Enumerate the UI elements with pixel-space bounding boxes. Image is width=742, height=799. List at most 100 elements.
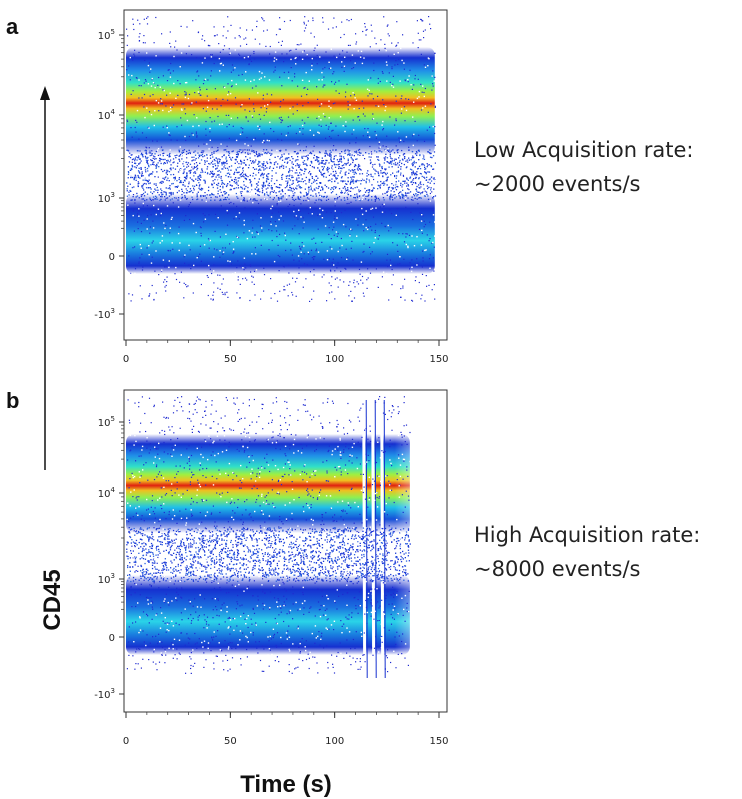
event-dot (269, 153, 270, 154)
event-dot (150, 449, 151, 450)
event-dot (275, 448, 276, 449)
event-dot (366, 179, 367, 180)
event-dot (375, 199, 376, 200)
event-dot (389, 72, 390, 73)
event-dot (219, 615, 220, 616)
event-dot (435, 195, 436, 196)
event-dot (354, 648, 355, 649)
event-dot (206, 624, 207, 625)
event-dot (391, 529, 392, 530)
event-dot (379, 235, 380, 236)
event-dot (199, 638, 200, 639)
event-gap (265, 193, 266, 194)
event-dot (405, 236, 406, 237)
event-dot (141, 196, 142, 197)
event-dot (354, 286, 355, 287)
event-dot (221, 176, 222, 177)
event-dot (279, 117, 280, 118)
event-gap (267, 140, 268, 141)
event-dot (413, 173, 414, 174)
event-dot (353, 282, 354, 283)
event-dot (161, 169, 162, 170)
event-dot (427, 188, 428, 189)
event-dot (304, 472, 305, 473)
event-dot (312, 18, 313, 19)
event-dot (359, 155, 360, 156)
event-dot (161, 190, 162, 191)
event-dot (287, 181, 288, 182)
event-gap (425, 67, 426, 68)
event-dot (246, 649, 247, 650)
event-gap (422, 107, 423, 108)
event-dot (159, 194, 160, 195)
event-dot (354, 597, 355, 598)
event-dot (332, 517, 333, 518)
event-dot (318, 601, 319, 602)
event-dot (433, 257, 434, 258)
event-dot (235, 163, 236, 164)
event-dot (210, 438, 211, 439)
event-dot (320, 570, 321, 571)
event-dot (301, 444, 302, 445)
event-dot (129, 626, 130, 627)
event-dot (139, 33, 140, 34)
event-dot (376, 151, 377, 152)
event-dot (214, 63, 215, 64)
event-dot (383, 16, 384, 17)
event-dot (173, 174, 174, 175)
event-dot (291, 188, 292, 189)
event-dot (163, 417, 164, 418)
event-dot (396, 181, 397, 182)
event-dot (184, 283, 185, 284)
event-dot (306, 94, 307, 95)
event-gap (361, 51, 362, 52)
event-dot (166, 417, 167, 418)
event-dot (332, 191, 333, 192)
event-dot (321, 514, 322, 515)
event-dot (134, 159, 135, 160)
event-dot (185, 197, 186, 198)
event-dot (210, 269, 211, 270)
event-dot (385, 668, 386, 669)
event-dot (399, 142, 400, 143)
event-gap (251, 253, 252, 254)
event-gap (141, 248, 142, 249)
event-dot (127, 45, 128, 46)
event-gap (402, 155, 403, 156)
event-dot (306, 519, 307, 520)
event-dot (207, 275, 208, 276)
event-dot (139, 171, 140, 172)
event-dot (382, 276, 383, 277)
event-gap (243, 193, 244, 194)
event-dot (160, 196, 161, 197)
event-dot (327, 472, 328, 473)
event-dot (341, 257, 342, 258)
event-dot (348, 554, 349, 555)
event-dot (404, 153, 405, 154)
event-dot (208, 163, 209, 164)
event-dot (330, 150, 331, 151)
event-dot (387, 475, 388, 476)
event-gap (354, 97, 355, 98)
event-dot (345, 269, 346, 270)
event-gap (322, 79, 323, 80)
event-dot (138, 263, 139, 264)
event-dot (235, 177, 236, 178)
event-dot (365, 34, 366, 35)
event-dot (327, 619, 328, 620)
event-dot (322, 517, 323, 518)
event-dot (270, 413, 271, 414)
event-dot (258, 166, 259, 167)
event-dot (419, 166, 420, 167)
event-dot (422, 176, 423, 177)
event-gap (152, 178, 153, 179)
scatter-plot-a: 1051041030-103 0 50 100 150 (94, 10, 448, 365)
event-dot (263, 165, 264, 166)
event-dot (326, 608, 327, 609)
event-dot (366, 29, 367, 30)
event-dot (280, 157, 281, 158)
event-dot (301, 568, 302, 569)
event-dot (431, 166, 432, 167)
event-dot (357, 187, 358, 188)
event-dot (390, 227, 391, 228)
